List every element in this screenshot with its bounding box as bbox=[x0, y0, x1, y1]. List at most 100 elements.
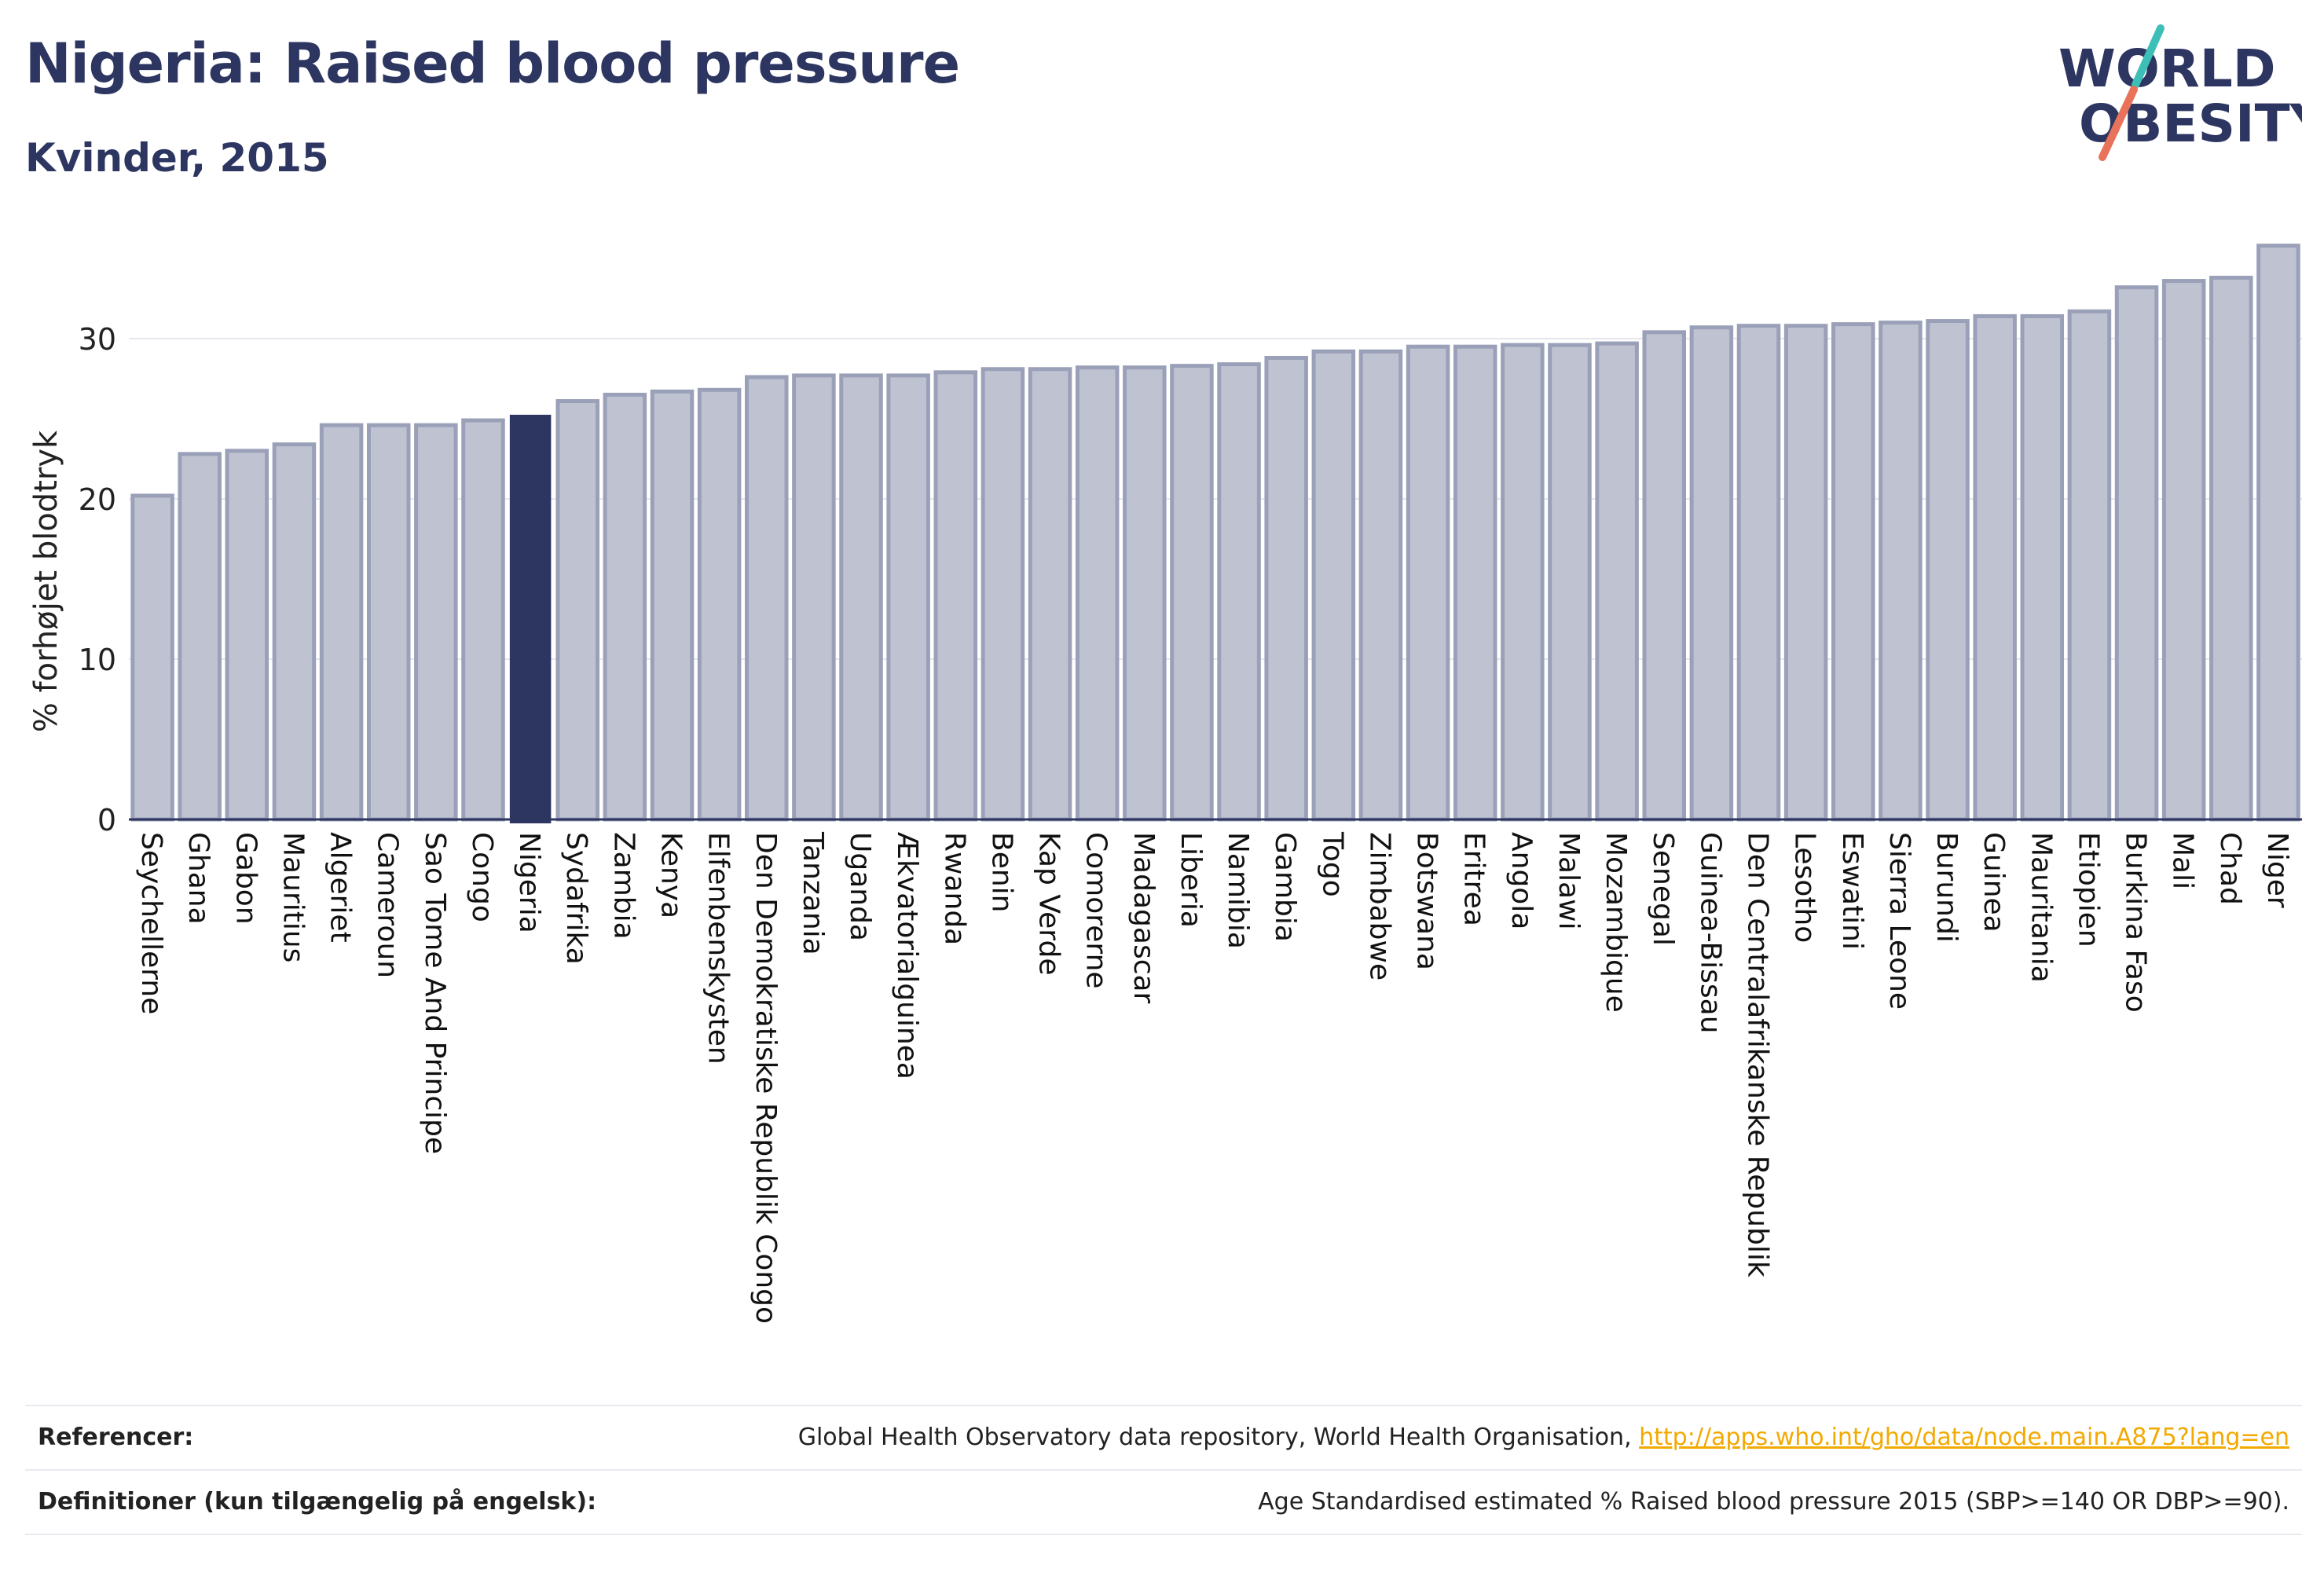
bar-rwanda bbox=[933, 370, 978, 822]
bar-den-centralafrikanske-republik bbox=[1736, 324, 1781, 822]
bar-gambia bbox=[1264, 355, 1308, 822]
x-tick-label: Gabon bbox=[229, 832, 262, 925]
x-tick-label: Den Centralafrikanske Republik bbox=[1742, 832, 1774, 1277]
bar-eritrea bbox=[1453, 344, 1497, 822]
x-tick-label: Eswatini bbox=[1836, 832, 1868, 950]
x-tick-label: Liberia bbox=[1175, 832, 1207, 928]
x-tick-label: Angola bbox=[1505, 832, 1538, 929]
bar-mauritius bbox=[272, 442, 317, 822]
x-tick-label: Algeriet bbox=[324, 832, 357, 943]
references-text: Global Health Observatory data repositor… bbox=[797, 1424, 1640, 1451]
bar-guinea-bissau bbox=[1689, 325, 1734, 822]
y-tick-label: 20 bbox=[79, 482, 116, 517]
bar-cameroun bbox=[366, 423, 411, 822]
bar-togo bbox=[1311, 349, 1356, 822]
bar-mozambique bbox=[1595, 341, 1639, 822]
x-tick-label: Mozambique bbox=[1600, 832, 1632, 1013]
bar-chart: 0 10 20 30 Seychellerne Ghana Gabon Mauritius A… bbox=[28, 244, 2302, 1324]
x-tick-label: Den Demokratiske Republik Congo bbox=[750, 832, 782, 1324]
bar-niger bbox=[2256, 244, 2300, 822]
x-tick-label: Ækvatorialguinea bbox=[891, 832, 923, 1079]
footer-divider-top bbox=[25, 1405, 2302, 1406]
x-tick-label: Benin bbox=[985, 832, 1017, 912]
bar-namibia bbox=[1217, 362, 1261, 822]
bar-elfenbenskysten bbox=[697, 387, 742, 822]
definitions-value: Age Standardised estimated % Raised bloo… bbox=[1258, 1488, 2289, 1516]
bar-sierra-leone bbox=[1879, 321, 1923, 822]
footer-references: Referencer: Global Health Observatory da… bbox=[25, 1424, 2302, 1463]
x-tick-label: Senegal bbox=[1647, 832, 1679, 946]
x-tick-label: Zimbabwe bbox=[1363, 832, 1395, 980]
bars bbox=[130, 244, 2300, 823]
x-tick-label: Nigeria bbox=[513, 832, 545, 933]
footer-divider-bottom bbox=[25, 1534, 2302, 1535]
x-axis-ticks: Seychellerne Ghana Gabon Mauritius Algeriet C… bbox=[135, 831, 2293, 1324]
x-tick-label: Kap Verde bbox=[1033, 832, 1065, 975]
x-tick-label: Congo bbox=[466, 832, 498, 922]
x-tick-label: Mauritania bbox=[2025, 832, 2057, 983]
x-tick-label: Seychellerne bbox=[135, 832, 167, 1014]
x-tick-label: Gambia bbox=[1269, 832, 1301, 942]
bar-kap-verde bbox=[1028, 367, 1072, 822]
bar-etiopien bbox=[2067, 309, 2112, 822]
x-tick-label: Guinea-Bissau bbox=[1694, 832, 1726, 1034]
x-tick-label: Togo bbox=[1316, 831, 1348, 897]
bar-lesotho bbox=[1783, 324, 1828, 822]
x-tick-label: Rwanda bbox=[938, 832, 970, 945]
x-tick-label: Sao Tome And Principe bbox=[419, 832, 451, 1154]
x-tick-label: Tanzania bbox=[797, 831, 829, 955]
bar-senegal bbox=[1642, 330, 1686, 822]
y-tick-label: 10 bbox=[79, 643, 116, 677]
x-tick-label: Burundi bbox=[1930, 832, 1963, 943]
x-tick-label: Ghana bbox=[182, 832, 214, 925]
x-tick-label: Namibia bbox=[1222, 832, 1254, 949]
page-subtitle: Kvinder, 2015 bbox=[25, 135, 329, 181]
x-tick-label: Malawi bbox=[1552, 832, 1585, 930]
x-tick-label: Sierra Leone bbox=[1883, 832, 1915, 1010]
x-tick-label: Elfenbenskysten bbox=[702, 832, 735, 1065]
y-axis-ticks: 0 10 20 30 bbox=[79, 322, 116, 837]
footer-divider-middle bbox=[25, 1469, 2302, 1471]
x-tick-label: Mauritius bbox=[277, 832, 309, 962]
logo-word-1: WORLD bbox=[2058, 38, 2276, 99]
bar-uganda bbox=[839, 373, 883, 822]
bar-mauritania bbox=[2020, 313, 2065, 822]
bar-nigeria bbox=[509, 414, 552, 823]
bar-guinea bbox=[1973, 313, 2017, 822]
bar-den-demokratiske-republik-congo bbox=[745, 375, 789, 822]
bar-mali bbox=[2161, 279, 2206, 822]
x-tick-label: Comorerne bbox=[1080, 832, 1113, 989]
x-tick-label: Etiopien bbox=[2072, 832, 2104, 947]
x-tick-label: Lesotho bbox=[1789, 832, 1821, 943]
x-tick-label: Mali bbox=[2167, 832, 2199, 889]
bar-seychellerne bbox=[130, 493, 174, 822]
y-axis-label: % forhøjet blodtryk bbox=[28, 430, 64, 732]
bar-zimbabwe bbox=[1358, 349, 1403, 822]
bar-tanzania bbox=[792, 373, 836, 822]
bar-malawi bbox=[1548, 343, 1592, 822]
page-title: Nigeria: Raised blood pressure bbox=[25, 31, 960, 96]
footer-definitions: Definitioner (kun tilgængelig på engelsk… bbox=[25, 1488, 2302, 1527]
bar-liberia bbox=[1170, 364, 1214, 822]
bar-burkina-faso bbox=[2114, 285, 2159, 822]
x-tick-label: Niger bbox=[2261, 832, 2293, 908]
bar-sao-tome-and-principe bbox=[414, 423, 458, 822]
bar-comorerne bbox=[1075, 365, 1120, 822]
x-tick-label: Chad bbox=[2214, 832, 2246, 905]
x-tick-label: Zambia bbox=[607, 832, 640, 940]
logo-slash-bottom bbox=[2099, 86, 2138, 161]
bar-benin bbox=[981, 367, 1025, 822]
x-tick-label: Botswana bbox=[1411, 832, 1443, 970]
world-obesity-logo: WORLD OBESITY bbox=[2058, 24, 2302, 161]
bar-angola bbox=[1501, 343, 1545, 822]
bar-gabon bbox=[225, 449, 269, 822]
references-label: Referencer: bbox=[38, 1424, 194, 1451]
bar-congo bbox=[461, 418, 505, 822]
bar-chad bbox=[2209, 275, 2253, 822]
references-value: Global Health Observatory data repositor… bbox=[798, 1424, 2289, 1451]
bar-ghana bbox=[178, 452, 222, 822]
bar-sydafrika bbox=[555, 399, 599, 822]
x-tick-label: Guinea bbox=[1978, 832, 2010, 933]
references-link[interactable]: http://apps.who.int/gho/data/node.main.A… bbox=[1639, 1424, 2289, 1451]
bar-kenya bbox=[650, 389, 695, 822]
